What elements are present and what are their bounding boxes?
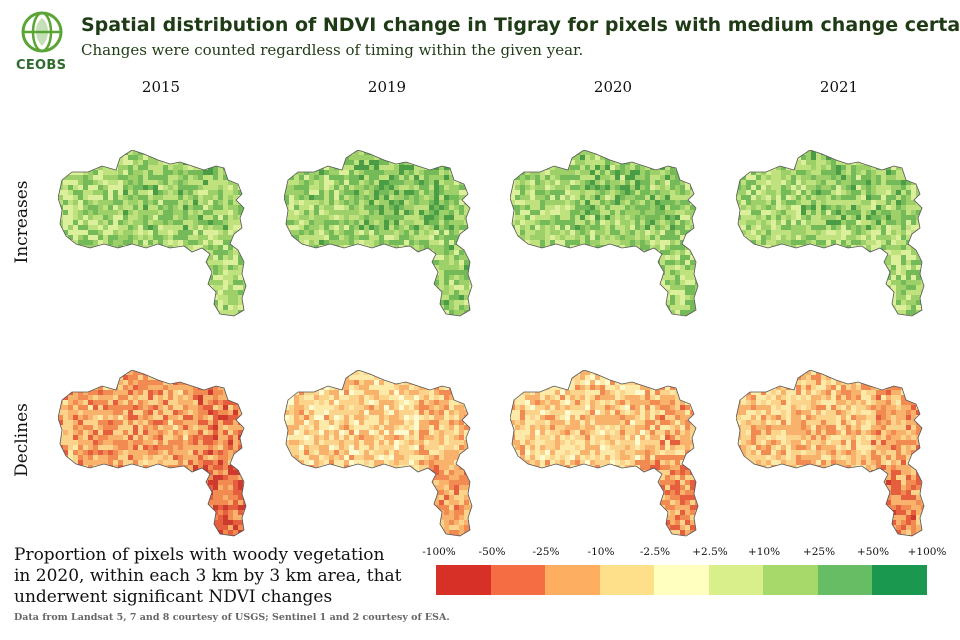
data-source-note: Data from Landsat 5, 7 and 8 courtesy of… (14, 612, 450, 623)
legend-tick: +25% (802, 546, 836, 558)
year-label-2019: 2019 (367, 78, 407, 96)
legend-swatch (708, 565, 763, 595)
legend-tick-labels: -100% -50% -25% -10% -2.5% +2.5% +10% +2… (415, 546, 955, 562)
ndvi-map-increases-2020 (510, 150, 699, 317)
legend-swatch (872, 565, 927, 595)
page-title: Spatial distribution of NDVI change in T… (81, 14, 960, 36)
year-label-2020: 2020 (593, 78, 633, 96)
row-label-increases: Increases (12, 180, 32, 264)
legend-tick: -2.5% (639, 546, 671, 558)
legend-tick: +2.5% (692, 546, 728, 558)
legend-swatch (763, 565, 818, 595)
legend-swatch (490, 565, 545, 595)
legend-caption: Proportion of pixels with woody vegetati… (14, 545, 402, 607)
legend-swatch (436, 565, 491, 595)
logo-text: CEOBS (16, 58, 67, 73)
legend-swatch (599, 565, 654, 595)
ndvi-map-declines-2021 (736, 370, 925, 537)
ndvi-map-declines-2019 (284, 370, 473, 537)
ndvi-map-declines-2020 (510, 370, 699, 537)
ndvi-map-increases-2021 (736, 150, 925, 317)
globe-leaf-icon (21, 11, 63, 53)
legend-tick: +10% (747, 546, 781, 558)
ndvi-map-increases-2015 (58, 150, 247, 317)
legend-swatch (545, 565, 600, 595)
year-label-2015: 2015 (141, 78, 181, 96)
ceobs-logo: CEOBS (14, 10, 70, 74)
year-label-2021: 2021 (819, 78, 859, 96)
legend-tick: -10% (587, 546, 615, 558)
legend-color-scale (436, 565, 927, 595)
legend-tick: -25% (532, 546, 560, 558)
row-label-declines: Declines (12, 403, 32, 477)
legend-swatch (654, 565, 709, 595)
legend-tick: +100% (907, 546, 947, 558)
legend-tick: -50% (478, 546, 506, 558)
ndvi-map-declines-2015 (58, 370, 247, 537)
legend-tick: -100% (422, 546, 456, 558)
legend-tick: +50% (856, 546, 890, 558)
legend-swatch (817, 565, 872, 595)
ndvi-map-increases-2019 (284, 150, 473, 317)
page-subtitle: Changes were counted regardless of timin… (81, 41, 584, 59)
